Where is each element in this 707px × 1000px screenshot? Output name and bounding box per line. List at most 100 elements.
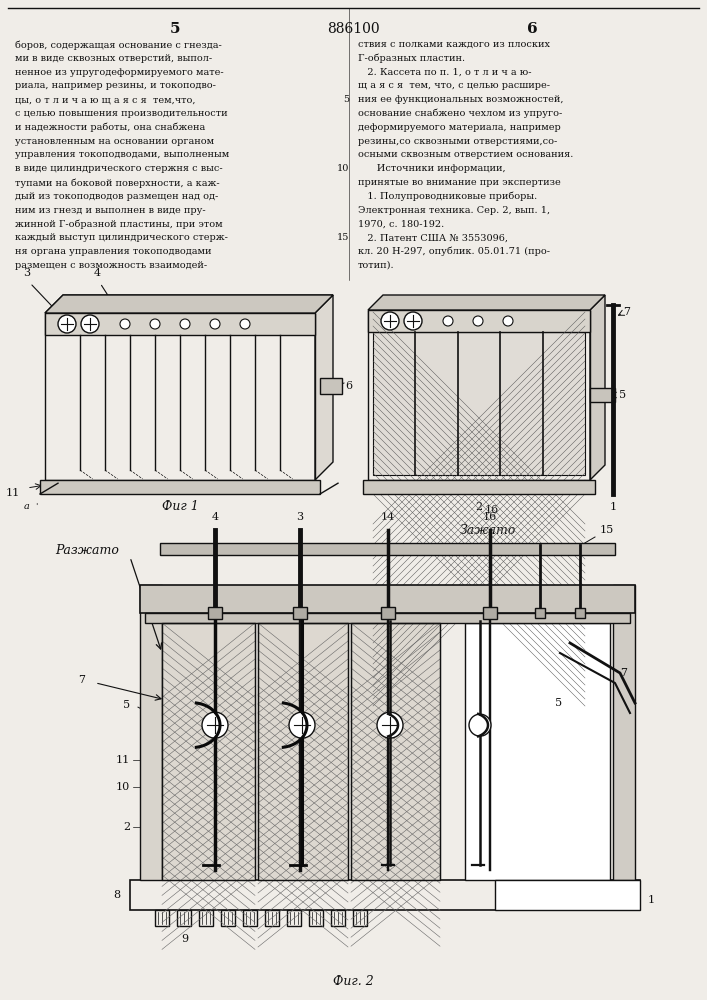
Text: 1: 1 (609, 502, 617, 512)
Text: 5: 5 (170, 22, 180, 36)
Text: 8: 8 (113, 890, 120, 900)
Bar (293, 607, 307, 619)
Bar (309, 910, 323, 926)
Text: 16: 16 (483, 512, 497, 522)
Circle shape (150, 319, 160, 329)
Bar (465, 623, 610, 880)
Text: Фиг. 2: Фиг. 2 (332, 975, 373, 988)
Text: ним из гнезд и выполнен в виде пру-: ним из гнезд и выполнен в виде пру- (15, 206, 206, 215)
Bar (381, 607, 395, 619)
Text: цы, о т л и ч а ю щ а я с я  тем,что,: цы, о т л и ч а ю щ а я с я тем,что, (15, 95, 196, 104)
Bar (162, 623, 255, 880)
Text: и надежности работы, она снабжена: и надежности работы, она снабжена (15, 123, 205, 132)
Bar (162, 623, 255, 880)
Text: резины,со сквозными отверстиями,со-: резины,со сквозными отверстиями,со- (358, 137, 557, 146)
Text: 16: 16 (485, 505, 499, 515)
Bar (160, 543, 615, 555)
Circle shape (202, 712, 228, 738)
Polygon shape (368, 295, 605, 310)
Text: в виде цилиндрического стержня с выс-: в виде цилиндрического стержня с выс- (15, 164, 223, 173)
Bar (45, 313, 315, 335)
Bar (613, 585, 635, 880)
Text: Зажато: Зажато (460, 524, 516, 536)
Circle shape (240, 319, 250, 329)
Circle shape (210, 319, 220, 329)
Text: 10: 10 (337, 164, 349, 173)
Text: 7: 7 (623, 307, 630, 317)
Bar (155, 910, 169, 926)
Bar (535, 608, 545, 618)
Bar (177, 910, 191, 926)
Text: 1. Полупроводниковые приборы.: 1. Полупроводниковые приборы. (358, 192, 537, 201)
Bar (368, 310, 590, 480)
Circle shape (469, 714, 491, 736)
Text: ня органа управления токоподводами: ня органа управления токоподводами (15, 247, 211, 256)
Circle shape (58, 315, 76, 333)
Bar (373, 332, 585, 475)
Bar (45, 313, 315, 480)
Bar (265, 910, 279, 926)
Text: 3: 3 (296, 512, 303, 522)
Bar (495, 880, 640, 910)
Text: 6: 6 (345, 381, 352, 391)
Text: 5: 5 (619, 390, 626, 400)
Bar (351, 623, 440, 880)
Text: осными сквозным отверстием основания.: осными сквозным отверстием основания. (358, 150, 573, 159)
Text: 7: 7 (78, 675, 85, 685)
Text: щ а я с я  тем, что, с целью расшире-: щ а я с я тем, что, с целью расшире- (358, 81, 550, 90)
Text: 1: 1 (648, 895, 655, 905)
Polygon shape (590, 295, 605, 480)
Bar (140, 585, 635, 613)
Text: ствия с полками каждого из плоских: ствия с полками каждого из плоских (358, 40, 550, 49)
Text: 5: 5 (343, 95, 349, 104)
Text: Фиг 1: Фиг 1 (162, 500, 199, 513)
Text: ': ' (35, 502, 37, 510)
Bar (199, 910, 213, 926)
Circle shape (404, 312, 422, 330)
Text: размещен с возможность взаимодей-: размещен с возможность взаимодей- (15, 261, 207, 270)
Text: принятые во внимание при экспертизе: принятые во внимание при экспертизе (358, 178, 561, 187)
Bar (130, 880, 640, 910)
Bar (368, 310, 590, 332)
Circle shape (81, 315, 99, 333)
Bar (258, 623, 348, 880)
Bar (590, 388, 615, 402)
Bar (575, 608, 585, 618)
Text: основание снабжено чехлом из упруго-: основание снабжено чехлом из упруго- (358, 109, 562, 118)
Circle shape (503, 316, 513, 326)
Circle shape (381, 312, 399, 330)
Text: 2. Кассета по п. 1, о т л и ч а ю-: 2. Кассета по п. 1, о т л и ч а ю- (358, 68, 532, 77)
Bar (140, 585, 162, 880)
Text: 2: 2 (475, 502, 483, 512)
Text: ненное из упругодеформируемого мате-: ненное из упругодеформируемого мате- (15, 68, 223, 77)
Circle shape (377, 712, 403, 738)
Text: жинной Г-образной пластины, при этом: жинной Г-образной пластины, при этом (15, 219, 223, 229)
Bar (258, 623, 348, 880)
Bar (221, 910, 235, 926)
Text: риала, например резины, и токоподво-: риала, например резины, и токоподво- (15, 81, 216, 90)
Polygon shape (45, 295, 333, 313)
Circle shape (180, 319, 190, 329)
Text: тупами на боковой поверхности, а каж-: тупами на боковой поверхности, а каж- (15, 178, 220, 188)
Text: Разжато: Разжато (55, 544, 119, 556)
Bar (483, 607, 497, 619)
Circle shape (473, 316, 483, 326)
Text: 2: 2 (123, 822, 130, 832)
Bar (145, 613, 630, 623)
Text: 4: 4 (211, 512, 218, 522)
Text: 7: 7 (620, 668, 627, 678)
Bar (320, 378, 342, 394)
Circle shape (289, 712, 315, 738)
Text: ния ее функциональных возможностей,: ния ее функциональных возможностей, (358, 95, 563, 104)
Text: дый из токоподводов размещен над од-: дый из токоподводов размещен над од- (15, 192, 218, 201)
Text: Г-образных пластин.: Г-образных пластин. (358, 54, 465, 63)
Text: боров, содержащая основание с гнезда-: боров, содержащая основание с гнезда- (15, 40, 222, 49)
Text: кл. 20 Н-297, опублик. 05.01.71 (про-: кл. 20 Н-297, опублик. 05.01.71 (про- (358, 247, 550, 256)
Text: 15: 15 (600, 525, 614, 535)
Text: управления токоподводами, выполненым: управления токоподводами, выполненым (15, 150, 229, 159)
Text: а: а (24, 502, 30, 511)
Text: с целью повышения производительности: с целью повышения производительности (15, 109, 228, 118)
Text: каждый выступ цилиндрического стерж-: каждый выступ цилиндрического стерж- (15, 233, 228, 242)
Text: 11: 11 (116, 755, 130, 765)
Circle shape (120, 319, 130, 329)
